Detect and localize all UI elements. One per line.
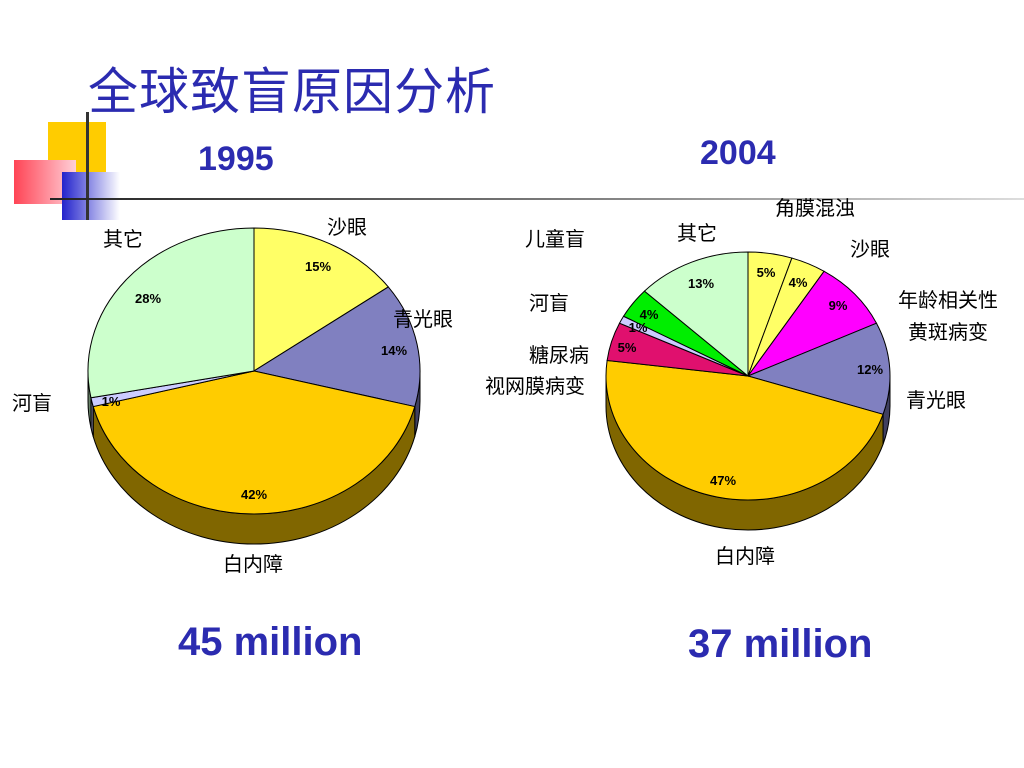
pie-1995-slice-2 (92, 370, 416, 515)
pie-2004-label-3: 青光眼 (906, 388, 966, 412)
pie-1995-label-0: 沙眼 (327, 215, 367, 239)
pie-1995-label-4: 其它 (103, 227, 143, 251)
pie-1995-label-3: 河盲 (12, 391, 52, 415)
pie-1995-pct-0: 15% (305, 259, 331, 274)
pie-1995-pct-3: 1% (102, 394, 121, 409)
pie-2004-label-8: 其它 (677, 221, 717, 245)
deco-horizontal-rule (50, 198, 1024, 200)
pie-2004-pct-4: 47% (710, 473, 736, 488)
pie-2004-pct-8: 13% (688, 276, 714, 291)
pie-1995-pct-4: 28% (135, 291, 161, 306)
pie-2004-label-5-line-1: 视网膜病变 (485, 374, 585, 398)
pie-2004-label-7: 儿童盲 (525, 227, 585, 251)
pie-2004-label-2-line-1: 黄斑病变 (908, 320, 988, 344)
pie-2004-pct-3: 12% (857, 362, 883, 377)
deco-vertical-rule (86, 112, 89, 220)
pie-1995-label-1: 青光眼 (393, 307, 453, 331)
pie-1995-slice-4 (87, 227, 255, 399)
pie-1995-pct-2: 42% (241, 487, 267, 502)
pie-2004-slice-3 (746, 322, 891, 415)
pie-2004-label-1: 沙眼 (850, 237, 890, 261)
chart-2004-total: 37 million (688, 622, 873, 666)
pie-1995-pct-1: 14% (381, 343, 407, 358)
pie-2004-pct-5: 5% (618, 340, 637, 355)
chart-2004-year: 2004 (700, 134, 776, 172)
pie-1995-label-2: 白内障 (223, 552, 283, 576)
pie-2004-label-0: 角膜混浊 (775, 196, 855, 220)
pie-1995-slice-0 (253, 227, 390, 372)
pie-2004-label-6: 河盲 (529, 291, 569, 315)
pie-2004-pct-7: 4% (640, 307, 659, 322)
pie-1995-slice-1 (252, 286, 421, 408)
pie-2004-label-2-line-0: 年龄相关性 (898, 288, 998, 312)
pie-2004-pct-6: 1% (629, 320, 648, 335)
chart-1995-total: 45 million (178, 620, 363, 664)
slide-title: 全球致盲原因分析 (88, 63, 496, 121)
pie-2004-pct-0: 5% (757, 265, 776, 280)
pie-2004-pct-2: 9% (829, 298, 848, 313)
pie-2004-pct-1: 4% (789, 275, 808, 290)
chart-1995-year: 1995 (198, 140, 274, 178)
pie-2004-slice-4 (605, 359, 884, 501)
pie-2004-slice-8 (643, 251, 749, 378)
pie-2004-label-5-line-0: 糖尿病 (529, 343, 589, 367)
deco-blue-square (62, 172, 120, 220)
pie-2004-slice-2 (746, 270, 878, 378)
pie-2004-label-4: 白内障 (715, 544, 775, 568)
